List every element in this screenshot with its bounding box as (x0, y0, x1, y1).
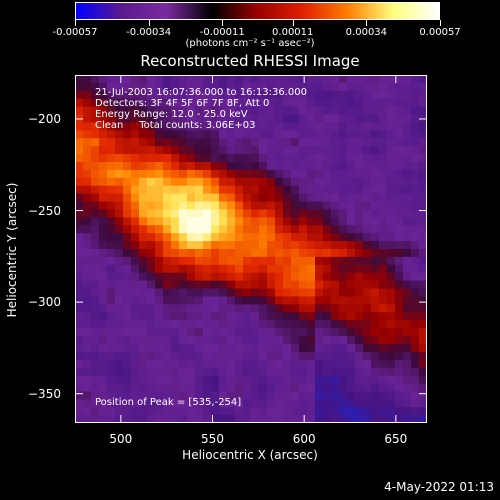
chart-title: Reconstructed RHESSI Image (140, 52, 360, 70)
x-tick-label: 500 (109, 432, 133, 446)
colorbar-tick-label: -0.00057 (52, 27, 98, 38)
colorbar-tick-label: 0.00057 (419, 27, 461, 38)
colorbar-tick (75, 20, 76, 26)
x-tick-label: 600 (292, 432, 316, 446)
x-axis-label-text: Heliocentric X (arcsec) (182, 448, 318, 462)
energy-range: Energy Range: 12.0 - 25.0 keV (95, 109, 248, 120)
colorbar-unit: (photons cm⁻² s⁻¹ asec⁻²) (185, 38, 315, 49)
y-axis-label: Heliocentric Y (arcsec) (5, 182, 19, 318)
y-tick-label: −300 (28, 295, 61, 310)
colorbar-tick-label: 0.00011 (272, 27, 314, 38)
colorbar-tick (292, 20, 294, 26)
colorbar-tick-label: -0.00034 (126, 27, 172, 38)
detectors: Detectors: 3F 4F 5F 6F 7F 8F, Att 0 (95, 98, 270, 109)
x-tick-label: 550 (201, 432, 224, 446)
colorbar-tick (222, 20, 224, 26)
colorbar (75, 2, 440, 20)
x-tick-label: 650 (384, 432, 408, 446)
peak-position: Position of Peak = [535,-254] (95, 397, 242, 408)
colorbar-tick (148, 20, 150, 26)
y-tick-label: −200 (28, 111, 61, 126)
time-range: 21-Jul-2003 16:07:36.000 to 16:13:36.000 (95, 87, 307, 98)
y-tick-label: −250 (28, 203, 61, 218)
date-stamp: 4-May-2022 01:13 (384, 480, 494, 494)
colorbar-tick (440, 20, 441, 26)
colorbar-tick-label: -0.00011 (199, 27, 245, 38)
colorbar-tick (366, 20, 368, 26)
heatmap-plot (75, 75, 427, 423)
y-tick-label: −350 (28, 386, 61, 401)
colorbar-tick-label: 0.00034 (345, 27, 388, 38)
clean-counts: Clean Total counts: 3.06E+03 (95, 120, 256, 131)
observation-info: 21-Jul-2003 16:07:36.000 to 16:13:36.000… (95, 87, 307, 131)
